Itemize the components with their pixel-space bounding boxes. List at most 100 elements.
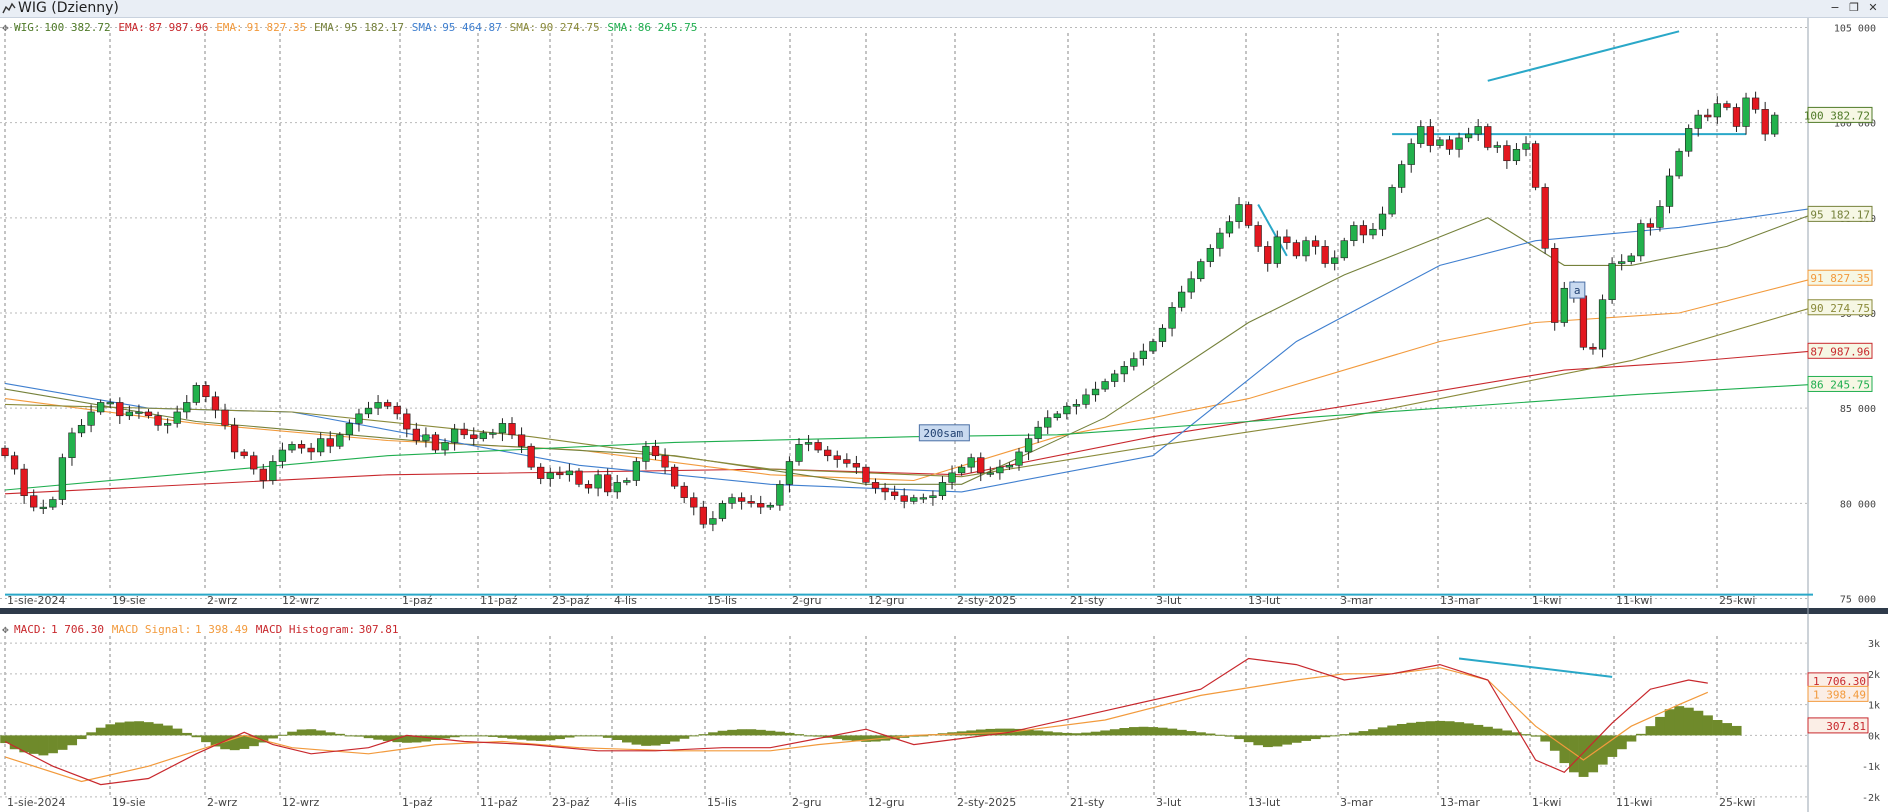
candle-down: [116, 402, 124, 417]
candle-down: [891, 491, 899, 497]
macd-histogram-bar: [755, 729, 766, 736]
macd-histogram-bar: [918, 735, 929, 737]
candle-up: [766, 504, 774, 508]
macd-histogram-bar: [1090, 731, 1101, 736]
candle-up: [364, 407, 373, 415]
candle-up: [1713, 103, 1721, 118]
candle-down: [833, 455, 841, 460]
macd-histogram-bar: [38, 735, 49, 756]
macd-histogram-bar: [650, 735, 661, 746]
candle-down: [470, 434, 478, 439]
macd-histogram-bar: [76, 735, 87, 740]
macd-histogram-bar: [430, 735, 441, 740]
macd-histogram-bar: [526, 735, 537, 741]
price-x-tick-label: 11-paź: [480, 594, 518, 607]
price-x-tick-label: 1-sie-2024: [7, 594, 66, 607]
macd-histogram-bar: [1664, 709, 1675, 736]
candle-down: [1292, 242, 1301, 257]
macd-x-tick-label: 12-gru: [868, 796, 904, 809]
macd-histogram-bar: [516, 735, 527, 740]
price-y-tick-label: 100 000: [1834, 119, 1876, 130]
macd-x-tick-label: 12-wrz: [282, 796, 319, 809]
candle-down: [211, 396, 220, 411]
macd-histogram-bar: [1377, 727, 1388, 736]
price-x-tick-label: 19-sie: [112, 594, 146, 607]
macd-histogram-bar: [1052, 732, 1063, 736]
macd-histogram-bar: [555, 735, 565, 740]
macd-legend-value: 1 706.30: [51, 623, 104, 636]
minimize-button[interactable]: −: [1830, 1, 1840, 14]
macd-histogram-bar: [842, 735, 852, 741]
candle-down: [1445, 139, 1454, 150]
candle-down: [154, 415, 162, 426]
candle-down: [20, 468, 28, 497]
macd-histogram-bar: [277, 734, 288, 736]
legend-label: EMA:: [216, 21, 243, 34]
macd-histogram-bar: [602, 735, 613, 738]
candle-up: [49, 499, 57, 508]
macd-x-tick-label: 25-kwi: [1719, 796, 1755, 809]
candle-up: [1388, 187, 1396, 215]
macd-x-tick-label: 15-lis: [707, 796, 737, 809]
moving-average-line: [4, 350, 1814, 495]
candle-up: [1474, 126, 1482, 135]
last-value-text: 90 274.75: [1810, 302, 1870, 315]
candle-up: [1005, 464, 1014, 468]
annotation-label: 200sam: [923, 427, 963, 440]
macd-histogram-bar: [1368, 729, 1379, 736]
price-y-tick-label: 75 000: [1840, 594, 1876, 605]
candle-up: [422, 434, 430, 441]
window-title: WIG (Dzienny): [18, 0, 119, 16]
candle-up: [613, 482, 621, 493]
price-x-tick-label: 15-lis: [707, 594, 737, 607]
candle-up: [1015, 451, 1023, 466]
macd-histogram-bar: [19, 735, 30, 753]
macd-histogram-bar: [1205, 733, 1216, 736]
legend-label: SMA:: [510, 21, 536, 34]
macd-x-tick-label: 11-paź: [480, 796, 518, 809]
candle-up: [269, 461, 277, 481]
macd-histogram-bar: [622, 735, 632, 743]
restore-button[interactable]: ❐: [1849, 1, 1859, 14]
macd-histogram-bar: [736, 729, 747, 736]
annotation-label: a: [1574, 284, 1581, 297]
legend-value: 100 382.72: [44, 21, 110, 34]
price-y-tick-label: 105 000: [1834, 24, 1876, 35]
legend-value: 90 274.75: [540, 21, 600, 34]
candle-up: [795, 444, 803, 462]
macd-legend-label: MACD Signal:: [112, 623, 191, 636]
macd-x-tick-label: 23-paź: [552, 796, 590, 809]
macd-x-tick-label: 3-lut: [1156, 796, 1182, 809]
macd-y-tick-label: -1k: [1862, 762, 1880, 773]
macd-histogram-bar: [1129, 727, 1139, 736]
trendline: [1257, 204, 1288, 257]
macd-histogram-bar: [239, 735, 250, 749]
moving-average-line: [4, 213, 1814, 485]
last-value-badge: [1807, 106, 1873, 123]
price-x-tick-label: 23-paź: [552, 594, 590, 607]
candle-up: [642, 445, 650, 462]
candle-down: [1283, 236, 1291, 243]
legend-label: WIG:: [14, 21, 41, 34]
candle-down: [604, 474, 612, 493]
candle-up: [1407, 143, 1415, 165]
candle-up: [1197, 261, 1205, 280]
macd-x-tick-label: 21-sty: [1070, 796, 1105, 809]
macd-x-tick-label: 13-mar: [1440, 796, 1480, 809]
price-panel-bg: [0, 18, 1888, 608]
macd-histogram-bar: [86, 732, 97, 736]
macd-histogram-bar: [1521, 734, 1532, 736]
macd-move-icon: ✥: [2, 623, 9, 636]
candle-down: [1321, 246, 1329, 264]
candle-down: [517, 434, 526, 447]
price-y-tick-label: 80 000: [1840, 499, 1876, 510]
close-button[interactable]: ✕: [1868, 1, 1878, 14]
macd-histogram-bar: [1119, 728, 1130, 736]
macd-histogram-bar: [153, 723, 164, 736]
macd-y-tick-label: 3k: [1868, 639, 1880, 650]
macd-histogram-bar: [201, 735, 211, 743]
candle-up: [967, 457, 975, 468]
macd-histogram-bar: [315, 730, 326, 736]
